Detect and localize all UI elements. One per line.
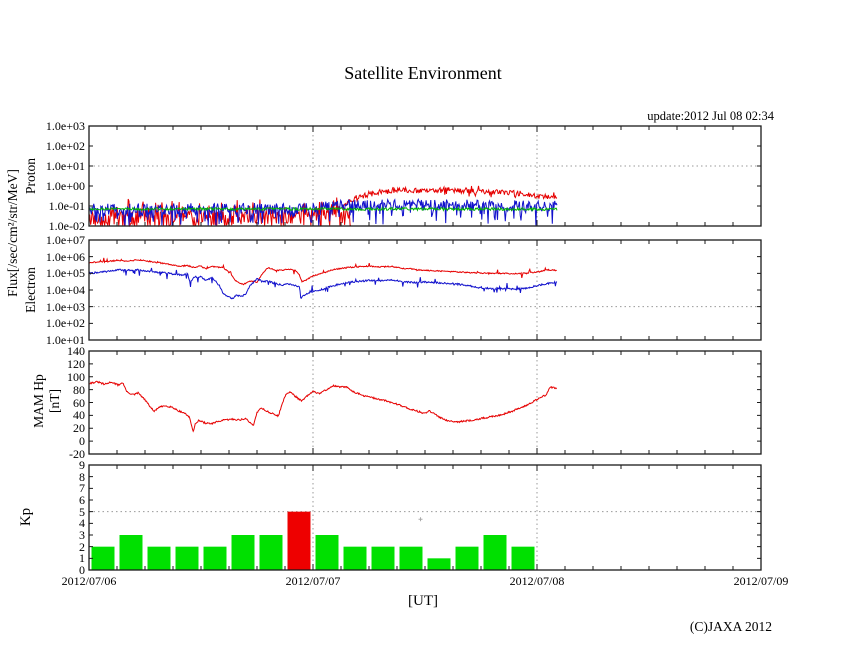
hp-y-tick-label: 80 xyxy=(73,382,85,397)
update-timestamp: update:2012 Jul 08 02:34 xyxy=(647,109,774,123)
x-axis-date-label: 2012/07/08 xyxy=(509,574,565,588)
kp-y-tick-label: 5 xyxy=(79,504,85,519)
electron-y-tick-label: 1.0e+03 xyxy=(45,299,85,314)
proton-axis-label: Proton xyxy=(23,158,38,195)
hp-y-tick-label: 60 xyxy=(73,395,85,410)
electron-y-tick-label: 1.0e+04 xyxy=(45,283,85,297)
proton-y-tick-label: 1.0e-01 xyxy=(48,199,85,213)
flux-unit-axis-label: Flux[/sec/cm²/str/MeV] xyxy=(5,169,20,297)
electron-y-tick-label: 1.0e+06 xyxy=(45,249,85,264)
mam-hp-axis-label-line1: MAM Hp xyxy=(31,374,46,428)
kp-y-tick-label: 6 xyxy=(79,493,85,507)
proton-y-tick-label: 1.0e+01 xyxy=(45,159,85,173)
kp-y-tick-label: 8 xyxy=(79,469,85,484)
kp-y-tick-label: 2 xyxy=(79,539,85,554)
electron-y-tick-label: 1.0e+05 xyxy=(45,266,85,281)
hp-y-tick-label: 140 xyxy=(67,344,85,358)
kp-axis-label: Kp xyxy=(18,507,34,527)
x-axis-date-label: 2012/07/06 xyxy=(61,574,117,588)
kp-y-tick-label: 0 xyxy=(79,563,85,577)
kp-y-tick-label: 9 xyxy=(79,458,85,472)
copyright-notice: (C)JAXA 2012 xyxy=(689,619,772,634)
hp-y-tick-label: 40 xyxy=(73,408,85,423)
proton-y-tick-label: 1.0e+00 xyxy=(45,179,85,193)
x-axis-date-label: 2012/07/09 xyxy=(733,574,789,588)
proton-y-tick-label: 1.0e-02 xyxy=(48,219,85,233)
kp-y-tick-label: 3 xyxy=(79,528,85,542)
hp-y-tick-label: 20 xyxy=(73,421,85,436)
electron-y-tick-label: 1.0e+07 xyxy=(45,233,85,247)
x-axis-date-label: 2012/07/07 xyxy=(285,574,341,588)
kp-y-tick-label: 7 xyxy=(79,481,85,496)
hp-y-tick-label: 120 xyxy=(67,356,85,371)
ut-axis-label: [UT] xyxy=(408,593,438,609)
hp-y-tick-label: -20 xyxy=(69,447,85,461)
page-title: Satellite Environment xyxy=(344,63,502,83)
kp-y-tick-label: 1 xyxy=(79,551,85,566)
mam-hp-axis-label-line2: [nT] xyxy=(47,389,62,413)
electron-y-tick-label: 1.0e+02 xyxy=(45,316,85,331)
electron-y-tick-label: 1.0e+01 xyxy=(45,333,85,347)
mam-hp-axis-label: MAM Hp [nT] xyxy=(31,341,63,461)
electron-axis-label: Electron xyxy=(23,267,38,313)
hp-y-tick-label: 0 xyxy=(79,434,85,449)
hp-y-tick-label: 100 xyxy=(67,369,85,384)
kp-y-tick-label: 4 xyxy=(79,516,85,531)
proton-y-tick-label: 1.0e+03 xyxy=(45,119,85,133)
proton-y-tick-label: 1.0e+02 xyxy=(45,139,85,153)
